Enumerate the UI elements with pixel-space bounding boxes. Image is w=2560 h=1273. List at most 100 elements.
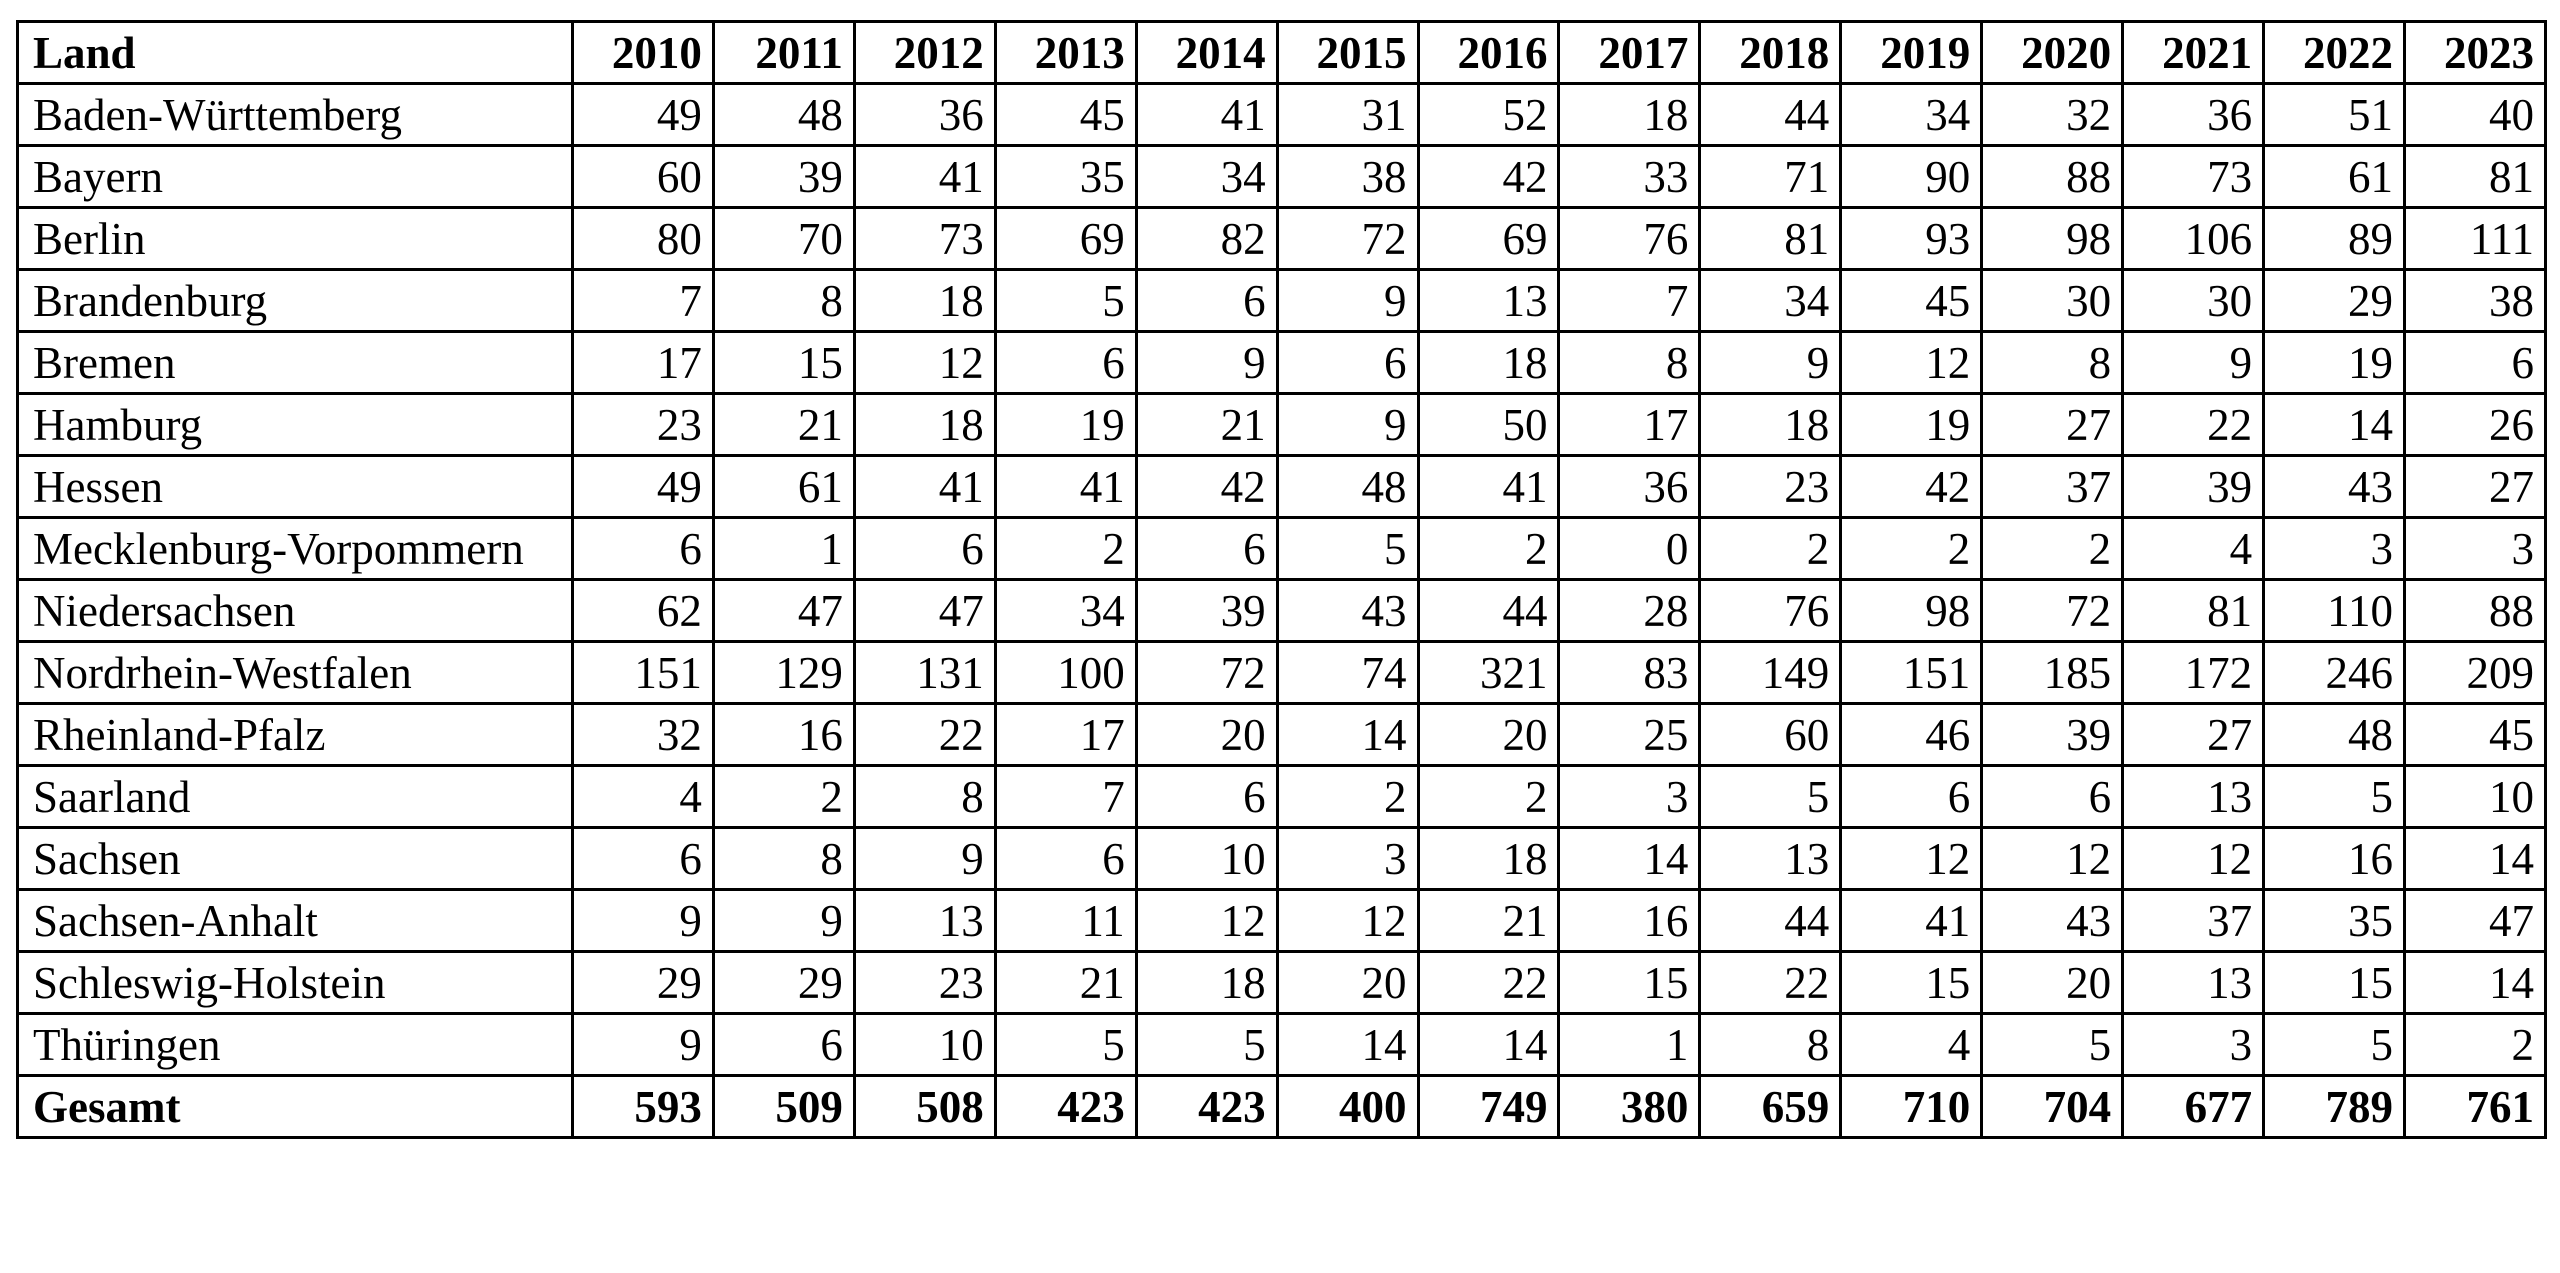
value-cell: 4: [2121, 516, 2266, 581]
value-cell: 13: [1698, 826, 1843, 891]
value-cell: 9: [571, 888, 715, 953]
land-cell: Baden-Württemberg: [16, 82, 574, 147]
value-cell: 48: [1275, 454, 1420, 519]
total-cell: 423: [1134, 1074, 1279, 1139]
value-cell: 10: [852, 1012, 997, 1077]
value-cell: 246: [2262, 640, 2406, 705]
total-label: Gesamt: [16, 1074, 574, 1139]
value-cell: 5: [2262, 1012, 2406, 1077]
value-cell: 2: [2402, 1012, 2548, 1077]
value-cell: 3: [1275, 826, 1420, 891]
total-cell: 761: [2402, 1074, 2548, 1139]
year-header: 2012: [852, 20, 997, 85]
value-cell: 8: [852, 764, 997, 829]
value-cell: 50: [1416, 392, 1561, 457]
land-cell: Berlin: [16, 206, 574, 271]
value-cell: 18: [852, 268, 997, 333]
value-cell: 30: [2121, 268, 2266, 333]
value-cell: 23: [571, 392, 715, 457]
value-cell: 36: [1557, 454, 1702, 519]
data-row: Baden-Württemberg 49 48 36 45 41 31 52 18 44 34 32 3…: [16, 82, 2548, 147]
value-cell: 38: [1275, 144, 1420, 209]
value-cell: 38: [2402, 268, 2548, 333]
value-cell: 9: [852, 826, 997, 891]
value-cell: 6: [852, 516, 997, 581]
value-cell: 1: [1557, 1012, 1702, 1077]
value-cell: 23: [1698, 454, 1843, 519]
value-cell: 18: [852, 392, 997, 457]
value-cell: 49: [571, 82, 715, 147]
value-cell: 14: [2262, 392, 2406, 457]
year-header: 2021: [2121, 20, 2266, 85]
year-header: 2018: [1698, 20, 1843, 85]
value-cell: 35: [993, 144, 1138, 209]
value-cell: 10: [2402, 764, 2548, 829]
value-cell: 36: [852, 82, 997, 147]
year-header: 2014: [1134, 20, 1279, 85]
data-row: Sachsen-Anhalt 9 9 13 11 12 12 21 16 44 41 43 37 35 47: [16, 888, 2548, 953]
value-cell: 3: [2402, 516, 2548, 581]
value-cell: 6: [1980, 764, 2125, 829]
value-cell: 209: [2402, 640, 2548, 705]
value-cell: 33: [1557, 144, 1702, 209]
value-cell: 7: [1557, 268, 1702, 333]
value-cell: 15: [711, 330, 856, 395]
value-cell: 72: [1275, 206, 1420, 271]
value-cell: 29: [2262, 268, 2406, 333]
data-row: Hamburg 23 21 18 19 21 9 50 17 18 19 27 22 14 26: [16, 392, 2548, 457]
value-cell: 48: [711, 82, 856, 147]
value-cell: 34: [1839, 82, 1984, 147]
year-header: 2020: [1980, 20, 2125, 85]
value-cell: 25: [1557, 702, 1702, 767]
value-cell: 2: [1839, 516, 1984, 581]
value-cell: 13: [1416, 268, 1561, 333]
value-cell: 29: [571, 950, 715, 1015]
value-cell: 73: [852, 206, 997, 271]
value-cell: 42: [1839, 454, 1984, 519]
value-cell: 71: [1698, 144, 1843, 209]
value-cell: 88: [1980, 144, 2125, 209]
value-cell: 22: [1698, 950, 1843, 1015]
value-cell: 76: [1557, 206, 1702, 271]
year-header: 2023: [2402, 20, 2548, 85]
value-cell: 29: [711, 950, 856, 1015]
data-row: Hessen 49 61 41 41 42 48 41 36 23 42 37 39 43 27: [16, 454, 2548, 519]
value-cell: 8: [1557, 330, 1702, 395]
value-cell: 34: [1134, 144, 1279, 209]
value-cell: 19: [1839, 392, 1984, 457]
value-cell: 47: [852, 578, 997, 643]
value-cell: 6: [711, 1012, 856, 1077]
value-cell: 47: [711, 578, 856, 643]
value-cell: 41: [1839, 888, 1984, 953]
value-cell: 12: [1980, 826, 2125, 891]
value-cell: 45: [1839, 268, 1984, 333]
land-cell: Hessen: [16, 454, 574, 519]
value-cell: 21: [1416, 888, 1561, 953]
total-cell: 704: [1980, 1074, 2125, 1139]
total-cell: 380: [1557, 1074, 1702, 1139]
value-cell: 69: [1416, 206, 1561, 271]
value-cell: 14: [1275, 702, 1420, 767]
value-cell: 93: [1839, 206, 1984, 271]
value-cell: 47: [2402, 888, 2548, 953]
value-cell: 61: [711, 454, 856, 519]
value-cell: 5: [993, 1012, 1138, 1077]
value-cell: 6: [571, 826, 715, 891]
land-cell: Rheinland-Pfalz: [16, 702, 574, 767]
value-cell: 11: [993, 888, 1138, 953]
value-cell: 9: [1275, 392, 1420, 457]
value-cell: 5: [1275, 516, 1420, 581]
value-cell: 46: [1839, 702, 1984, 767]
value-cell: 321: [1416, 640, 1561, 705]
value-cell: 14: [1275, 1012, 1420, 1077]
value-cell: 26: [2402, 392, 2548, 457]
value-cell: 5: [2262, 764, 2406, 829]
value-cell: 60: [1698, 702, 1843, 767]
value-cell: 35: [2262, 888, 2406, 953]
value-cell: 4: [1839, 1012, 1984, 1077]
value-cell: 16: [711, 702, 856, 767]
value-cell: 15: [1839, 950, 1984, 1015]
value-cell: 12: [1134, 888, 1279, 953]
data-row: Niedersachsen 62 47 47 34 39 43 44 28 76 98 72 81 110…: [16, 578, 2548, 643]
